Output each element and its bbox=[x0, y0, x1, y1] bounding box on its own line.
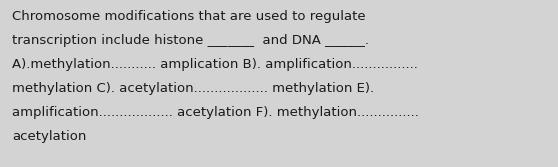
Text: acetylation: acetylation bbox=[12, 130, 86, 143]
Text: A).methylation........... amplication B). amplification................: A).methylation........... amplication B)… bbox=[12, 58, 418, 71]
Text: methylation C). acetylation.................. methylation E).: methylation C). acetylation.............… bbox=[12, 82, 374, 95]
Text: amplification.................. acetylation F). methylation...............: amplification.................. acetylat… bbox=[12, 106, 419, 119]
Text: transcription include histone _______  and DNA ______.: transcription include histone _______ an… bbox=[12, 34, 369, 47]
Text: Chromosome modifications that are used to regulate: Chromosome modifications that are used t… bbox=[12, 10, 365, 23]
